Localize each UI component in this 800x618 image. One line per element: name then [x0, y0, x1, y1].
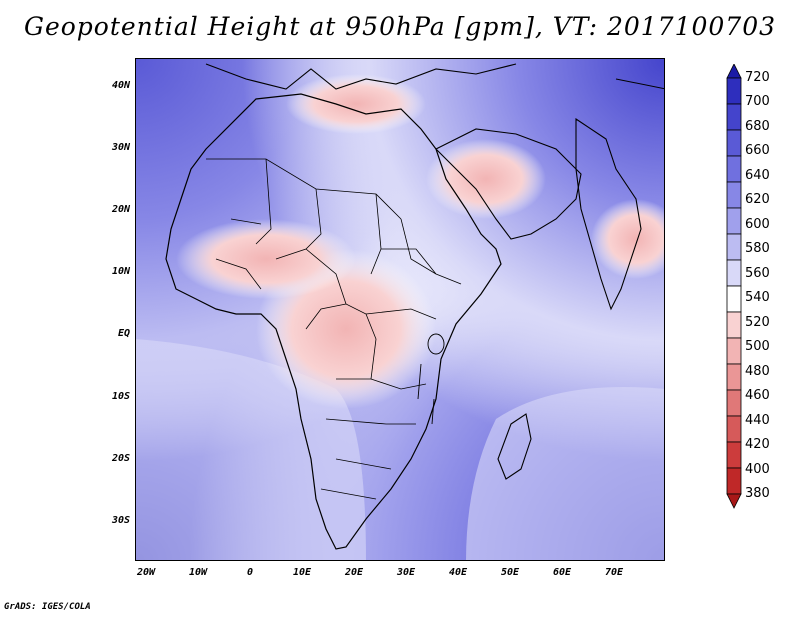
arabia-coastline — [435, 128, 582, 240]
colorbar-level-label: 580 — [745, 241, 770, 257]
colorbar-level-label: 540 — [745, 290, 770, 306]
colorbar-level-label: 640 — [745, 167, 770, 183]
country-borders — [206, 158, 462, 500]
colorbar-swatch — [726, 155, 742, 183]
asia-coastline — [615, 78, 664, 90]
colorbar-level-label: 600 — [745, 216, 770, 232]
colorbar — [726, 64, 742, 509]
colorbar-level-label: 440 — [745, 412, 770, 428]
indian-ocean-band — [466, 387, 664, 560]
colorbar-swatch — [726, 337, 742, 365]
lon-label-0: 0 — [246, 567, 254, 578]
lon-label-40e: 40E — [448, 567, 468, 578]
colorbar-swatch — [726, 77, 742, 105]
lake-tanganyika — [417, 363, 422, 400]
colorbar-level-label: 460 — [745, 388, 770, 404]
lon-label-30e: 30E — [396, 567, 416, 578]
colorbar-level-label: 680 — [745, 118, 770, 134]
colorbar-top-arrow — [726, 64, 742, 79]
colorbar-level-label: 660 — [745, 143, 770, 159]
grads-credit: GrADS: IGES/COLA — [4, 602, 91, 612]
colorbar-level-label: 380 — [745, 486, 770, 501]
colorbar-swatch — [726, 467, 742, 495]
africa-coastline — [165, 93, 502, 550]
lon-label-50e: 50E — [500, 567, 520, 578]
colorbar-level-label: 560 — [745, 265, 770, 281]
lat-label-30n: 30N — [111, 142, 130, 153]
colorbar-swatch — [726, 181, 742, 209]
lake-victoria — [427, 333, 445, 355]
colorbar-swatch — [726, 129, 742, 157]
colorbar-level-label: 480 — [745, 363, 770, 379]
colorbar-swatch — [726, 311, 742, 339]
map-title: Geopotential Height at 950hPa [gpm], VT:… — [23, 12, 777, 41]
lon-label-10e: 10E — [292, 567, 312, 578]
madagascar-coastline — [497, 413, 532, 480]
colorbar-level-label: 400 — [745, 461, 770, 477]
colorbar-swatch — [726, 103, 742, 131]
india-coastline — [575, 117, 642, 311]
lat-label-40n: 40N — [111, 80, 130, 91]
lon-label-20w: 20W — [136, 567, 156, 578]
lat-label-20n: 20N — [111, 204, 130, 215]
colorbar-level-label: 620 — [745, 192, 770, 208]
sahel-high — [176, 219, 356, 299]
lon-label-10w: 10W — [188, 567, 208, 578]
lon-label-60e: 60E — [552, 567, 572, 578]
colorbar-swatch — [726, 207, 742, 235]
map-panel — [135, 58, 665, 561]
lat-label-30s: 30S — [111, 515, 130, 526]
colorbar-level-label: 420 — [745, 437, 770, 453]
colorbar-level-label: 700 — [745, 94, 770, 110]
geopotential-map — [136, 59, 664, 560]
colorbar-swatch — [726, 259, 742, 287]
lon-label-20e: 20E — [344, 567, 364, 578]
lake-malawi — [431, 398, 435, 425]
lat-label-eq: EQ — [117, 328, 130, 339]
lon-label-70e: 70E — [604, 567, 624, 578]
colorbar-swatch — [726, 285, 742, 313]
lat-label-20s: 20S — [111, 453, 130, 464]
colorbar-swatch — [726, 363, 742, 391]
lat-label-10s: 10S — [111, 391, 130, 402]
colorbar-level-label: 720 — [745, 70, 770, 85]
arabia-high — [426, 139, 546, 219]
colorbar-bottom-arrow — [726, 493, 742, 509]
colorbar-level-label: 520 — [745, 314, 770, 330]
colorbar-swatch — [726, 389, 742, 417]
colorbar-swatch — [726, 233, 742, 261]
colorbar-swatch — [726, 415, 742, 443]
europe-coastline — [205, 63, 517, 90]
mediterranean-high — [286, 74, 426, 134]
arabian-sea-high — [591, 199, 664, 279]
colorbar-level-label: 500 — [745, 339, 770, 355]
colorbar-swatch — [726, 441, 742, 469]
lat-label-10n: 10N — [111, 266, 130, 277]
